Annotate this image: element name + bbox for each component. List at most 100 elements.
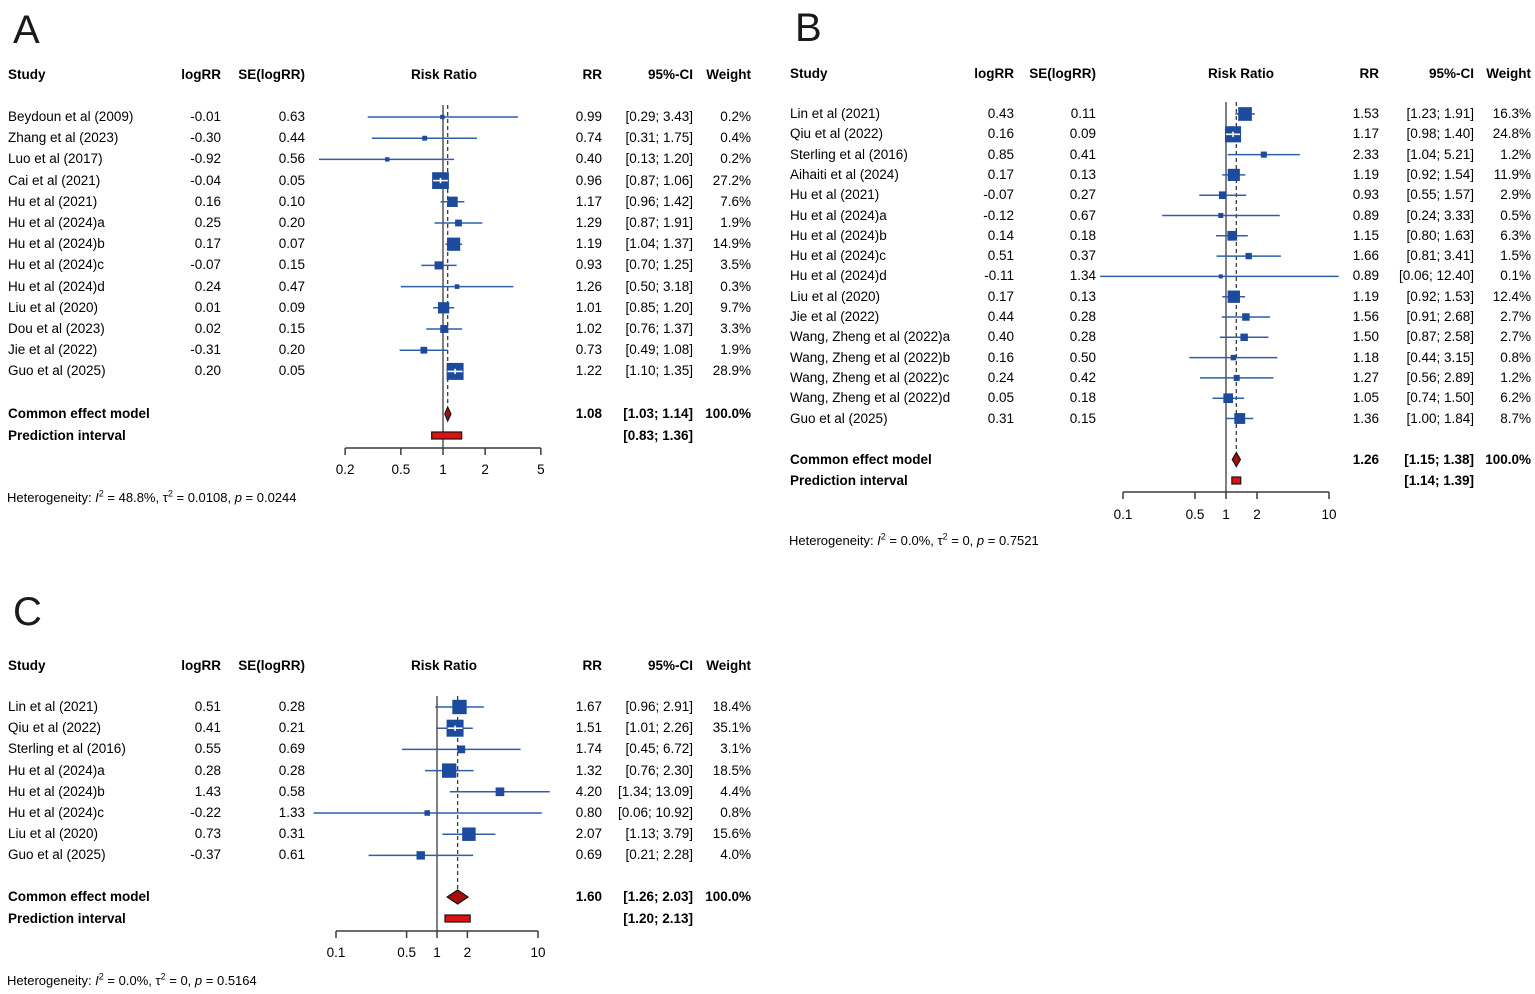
study-name: Jie et al (2022) (8, 342, 98, 358)
rr-value: 1.36 (1352, 410, 1379, 426)
rr-value: 1.19 (1352, 166, 1379, 182)
logrr-value: 0.25 (194, 215, 221, 230)
logrr-value: 1.43 (194, 783, 221, 799)
study-name: Hu et al (2024)b (790, 227, 887, 243)
study-name: Hu et al (2024)c (8, 805, 105, 820)
common-rr-value: 1.26 (1352, 451, 1379, 467)
col-header-ci: 95%-CI (1428, 66, 1474, 81)
rr-value: 0.96 (575, 172, 602, 188)
se-value: 0.31 (278, 826, 305, 842)
ci-value: [0.74; 1.50] (1406, 390, 1474, 406)
col-header-se: SE(logRR) (1029, 66, 1096, 81)
axis-tick-label: 0.5 (397, 945, 416, 960)
panel-label-c: C (13, 590, 42, 634)
axis-tick-label: 0.5 (391, 462, 411, 477)
rr-value: 0.73 (575, 342, 602, 358)
col-header-weight: Weight (1486, 66, 1531, 81)
effect-square (462, 827, 476, 841)
rr-value: 1.02 (575, 321, 602, 336)
logrr-value: 0.17 (194, 236, 221, 252)
weight-value: 28.9% (712, 363, 751, 379)
se-value: 0.05 (278, 172, 305, 188)
logrr-value: 0.43 (987, 106, 1014, 121)
effect-square (455, 219, 462, 227)
ci-value: [0.87; 1.91] (625, 215, 693, 230)
ci-value: [1.04; 5.21] (1406, 146, 1474, 162)
axis-tick-label: 2 (481, 462, 489, 477)
col-header-rr: RR (1359, 66, 1380, 81)
common-effect-label: Common effect model (8, 406, 150, 421)
axis-tick-label: 0.1 (326, 945, 346, 960)
axis-tick-label: 1 (1222, 507, 1230, 522)
logrr-value: 0.24 (987, 369, 1014, 385)
se-value: 1.33 (278, 805, 305, 820)
study-name: Cai et al (2021) (8, 172, 101, 188)
prediction-interval-label: Prediction interval (8, 427, 126, 443)
axis-tick-label: 0.1 (1113, 507, 1133, 522)
study-name: Guo et al (2025) (8, 847, 106, 863)
effect-square (447, 196, 458, 207)
effect-square (1227, 290, 1240, 303)
logrr-value: 0.28 (194, 762, 221, 778)
rr-value: 2.07 (575, 826, 602, 842)
logrr-value: 0.17 (987, 288, 1014, 304)
weight-value: 9.7% (720, 299, 751, 315)
col-header-weight: Weight (706, 67, 751, 82)
common-ci-value: [1.15; 1.38] (1404, 451, 1474, 467)
rr-value: 0.69 (575, 847, 602, 863)
effect-square (495, 787, 505, 797)
ci-value: [0.92; 1.54] (1406, 166, 1474, 182)
ci-value: [0.92; 1.53] (1406, 288, 1474, 304)
logrr-value: 0.24 (194, 278, 221, 294)
col-header-weight: Weight (706, 658, 751, 673)
effect-square (1223, 393, 1234, 404)
weight-value: 1.2% (1500, 146, 1531, 162)
effect-square (1218, 274, 1223, 279)
logrr-value: -0.12 (983, 207, 1014, 223)
effect-square (446, 237, 461, 251)
effect-square (424, 810, 430, 816)
se-value: 0.11 (1070, 106, 1096, 121)
se-value: 0.67 (1069, 207, 1096, 223)
ci-value: [0.50; 3.18] (625, 278, 693, 294)
ci-value: [0.91; 2.68] (1406, 309, 1474, 324)
ci-value: [0.06; 10.92] (617, 805, 693, 820)
weight-value: 3.3% (720, 321, 751, 336)
logrr-value: 0.17 (987, 166, 1014, 182)
se-value: 0.27 (1069, 187, 1096, 203)
effect-square (1238, 107, 1252, 121)
col-header-ci: 95%-CI (647, 658, 693, 673)
ci-value: [1.10; 1.35] (625, 363, 693, 379)
axis-tick-label: 5 (537, 462, 545, 477)
study-name: Qiu et al (2022) (790, 126, 884, 142)
rr-value: 1.74 (575, 741, 602, 757)
rr-value: 1.01 (575, 299, 602, 315)
se-value: 0.69 (278, 741, 305, 757)
weight-value: 0.2% (720, 109, 751, 124)
col-header-risk-ratio: Risk Ratio (410, 658, 478, 673)
col-header-se: SE(logRR) (238, 67, 305, 82)
study-name: Wang, Zheng et al (2022)b (790, 349, 951, 365)
study-name: Liu et al (2020) (790, 288, 881, 304)
logrr-value: 0.85 (987, 146, 1014, 162)
rr-value: 1.29 (575, 215, 602, 230)
col-header-rr: RR (582, 658, 603, 673)
ci-value: [0.56; 2.89] (1406, 369, 1474, 385)
rr-value: 0.93 (1352, 187, 1379, 203)
ci-value: [0.13; 1.20] (625, 151, 693, 167)
se-value: 0.21 (278, 720, 305, 736)
study-name: Hu et al (2024)a (8, 215, 105, 230)
logrr-value: 0.14 (987, 227, 1014, 243)
weight-value: 7.6% (720, 193, 751, 209)
se-value: 0.28 (1069, 329, 1096, 345)
ci-value: [0.80; 1.63] (1406, 227, 1474, 243)
panel-label-a: A (13, 8, 40, 52)
se-value: 0.56 (278, 151, 305, 167)
axis-tick-label: 1 (433, 945, 441, 960)
col-header-se: SE(logRR) (238, 658, 305, 673)
logrr-value: -0.92 (190, 151, 221, 167)
effect-square (1240, 333, 1248, 342)
col-header-study: Study (8, 658, 46, 673)
ci-value: [0.98; 1.40] (1406, 126, 1474, 142)
